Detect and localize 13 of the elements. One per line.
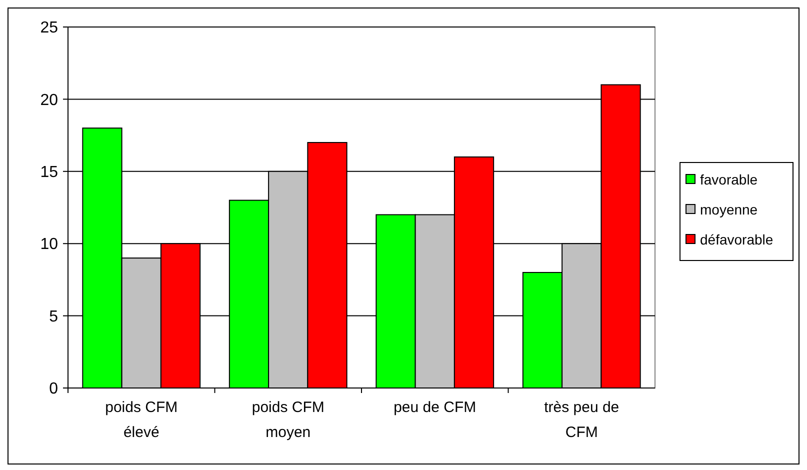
legend-label: favorable (700, 171, 758, 188)
y-tick-label: 15 (40, 164, 58, 181)
legend-label: défavorable (700, 231, 774, 248)
x-tick-label: très peu de CFM (544, 399, 620, 441)
y-tick-label: 20 (40, 92, 58, 109)
legend-label: moyenne (700, 201, 758, 218)
x-tick-label: peu de CFM (394, 399, 476, 416)
x-tick-label: poids CFM élevé (105, 399, 178, 441)
y-tick-label: 25 (40, 20, 58, 37)
x-tick-label: poids CFM moyen (252, 399, 324, 441)
y-tick-label: 0 (49, 380, 58, 398)
y-tick-label: 10 (40, 236, 58, 254)
y-tick-label: 5 (49, 308, 58, 326)
